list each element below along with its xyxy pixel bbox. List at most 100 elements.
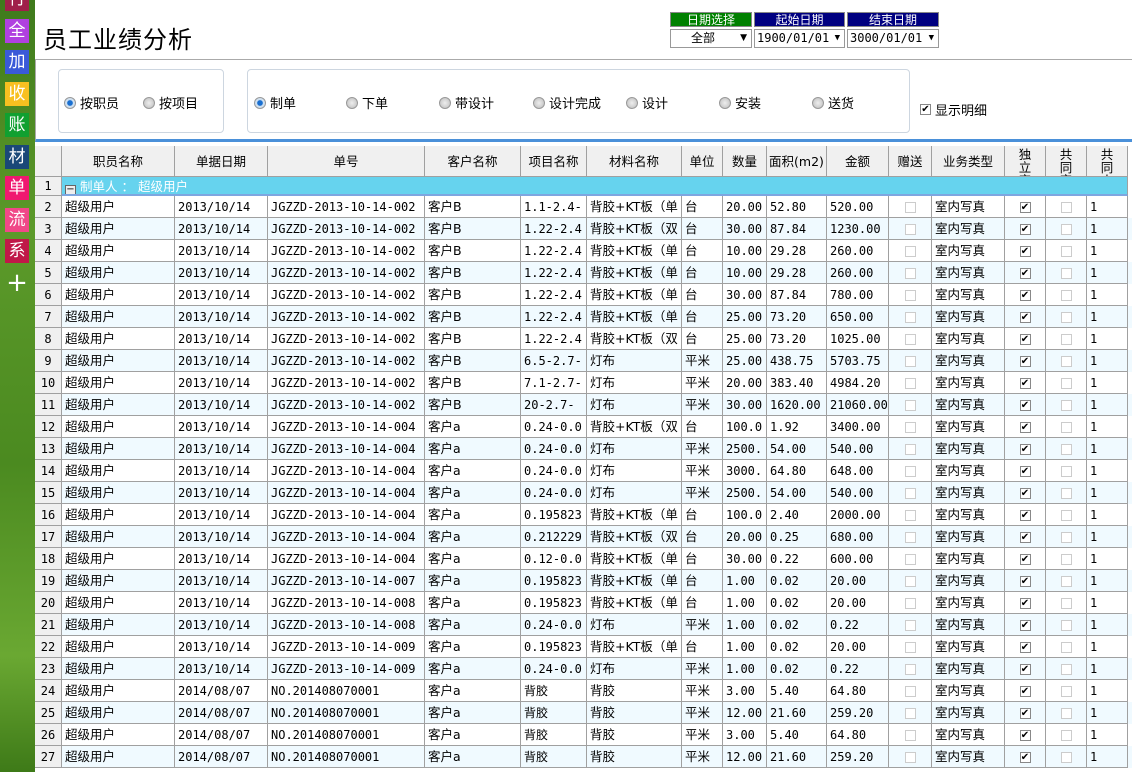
table-row[interactable]: 21 超级用户 2013/10/14 JGZZD-2013-10-14-008 客户a 0… [35,614,1132,636]
checkbox-empty-icon[interactable] [1060,730,1072,741]
radio-filters-group_by-0[interactable]: 按职员 [64,93,119,112]
checkbox-empty-icon[interactable] [1060,246,1072,257]
table-row[interactable]: 5 超级用户 2013/10/14 JGZZD-2013-10-14-002 客户B 1.… [35,262,1132,284]
radio-filters-stages-4[interactable]: 设计 [626,93,668,112]
checkbox-empty-icon[interactable] [1060,576,1072,587]
table-row[interactable]: 14 超级用户 2013/10/14 JGZZD-2013-10-14-004 客户a 0… [35,460,1132,482]
checkbox-empty-icon[interactable] [904,642,916,653]
end-date-picker[interactable]: 3000/01/01 ▼ [847,29,939,48]
checkbox-empty-icon[interactable] [1060,290,1072,301]
checkbox-checked-icon[interactable]: ✔ [1019,510,1031,521]
checkbox-checked-icon[interactable]: ✔ [1019,202,1031,213]
column-header[interactable]: 单据日期 [175,146,268,177]
checkbox-checked-icon[interactable]: ✔ [1019,686,1031,697]
table-row[interactable]: 26 超级用户 2014/08/07 NO.201408070001 客户a 背胶 背胶 平米… [35,724,1132,746]
column-header[interactable]: 材料名称 [587,146,682,177]
checkbox-checked-icon[interactable]: ✔ [1019,444,1031,455]
checkbox-empty-icon[interactable] [904,488,916,499]
column-header[interactable]: 面积(m2) [767,146,827,177]
sidebar-button-7[interactable]: 流 [5,207,29,232]
table-row[interactable]: 19 超级用户 2013/10/14 JGZZD-2013-10-14-007 客户a 0… [35,570,1132,592]
checkbox-empty-icon[interactable] [1060,686,1072,697]
checkbox-checked-icon[interactable]: ✔ [1019,488,1031,499]
checkbox-empty-icon[interactable] [904,620,916,631]
checkbox-checked-icon[interactable]: ✔ [1019,356,1031,367]
radio-filters-stages-3[interactable]: 设计完成 [533,93,601,112]
checkbox-empty-icon[interactable] [1060,510,1072,521]
column-header[interactable]: 客户名称 [425,146,521,177]
collapse-icon[interactable]: − [65,184,76,195]
sidebar-button-2[interactable]: 加 [5,50,29,74]
checkbox-empty-icon[interactable] [904,202,916,213]
column-header[interactable]: 职员名称 [62,146,175,177]
column-header[interactable]: 赠送 [889,146,932,177]
checkbox-checked-icon[interactable]: ✔ [1019,664,1031,675]
table-row[interactable]: 17 超级用户 2013/10/14 JGZZD-2013-10-14-004 客户a 0… [35,526,1132,548]
column-header[interactable]: 数量 [723,146,767,177]
radio-filters-stages-5[interactable]: 安装 [719,93,761,112]
table-row[interactable]: 13 超级用户 2013/10/14 JGZZD-2013-10-14-004 客户a 0… [35,438,1132,460]
checkbox-checked-icon[interactable]: ✔ [1019,400,1031,411]
radio-filters-stages-0[interactable]: 制单 [254,93,296,112]
table-row[interactable]: 12 超级用户 2013/10/14 JGZZD-2013-10-14-004 客户a 0… [35,416,1132,438]
radio-filters-stages-1[interactable]: 下单 [346,93,388,112]
checkbox-empty-icon[interactable] [904,400,916,411]
checkbox-empty-icon[interactable] [1060,752,1072,763]
checkbox-checked-icon[interactable]: ✔ [1019,730,1031,741]
checkbox-empty-icon[interactable] [904,510,916,521]
radio-filters-stages-6[interactable]: 送货 [812,93,854,112]
sidebar-button-1[interactable]: 全 [5,18,29,43]
table-row[interactable]: 18 超级用户 2013/10/14 JGZZD-2013-10-14-004 客户a 0… [35,548,1132,570]
checkbox-empty-icon[interactable] [904,356,916,367]
column-header[interactable]: 共同人数 [1087,146,1128,177]
checkbox-empty-icon[interactable] [904,268,916,279]
checkbox-empty-icon[interactable] [904,708,916,719]
checkbox-checked-icon[interactable]: ✔ [1019,312,1031,323]
table-row[interactable]: 6 超级用户 2013/10/14 JGZZD-2013-10-14-002 客户B 1.… [35,284,1132,306]
table-row[interactable]: 23 超级用户 2013/10/14 JGZZD-2013-10-14-009 客户a 0… [35,658,1132,680]
checkbox-empty-icon[interactable] [1060,708,1072,719]
checkbox-empty-icon[interactable] [904,532,916,543]
checkbox-empty-icon[interactable] [904,752,916,763]
checkbox-empty-icon[interactable] [904,312,916,323]
checkbox-checked-icon[interactable]: ✔ [1019,246,1031,257]
checkbox-checked-icon[interactable]: ✔ [1019,334,1031,345]
sidebar-button-0[interactable]: 行 [5,0,29,11]
checkbox-empty-icon[interactable] [1060,422,1072,433]
checkbox-empty-icon[interactable] [904,554,916,565]
group-row[interactable]: 1− 制单人 ： 超级用户 [35,177,1132,196]
table-row[interactable]: 25 超级用户 2014/08/07 NO.201408070001 客户a 背胶 背胶 平米… [35,702,1132,724]
checkbox-checked-icon[interactable]: ✔ [1019,532,1031,543]
checkbox-empty-icon[interactable] [1060,268,1072,279]
show-detail-checkbox[interactable]: ✔ 显示明细 [920,100,987,119]
column-header[interactable]: 单位 [682,146,723,177]
checkbox-empty-icon[interactable] [1060,598,1072,609]
start-date-picker[interactable]: 1900/01/01 ▼ [754,29,845,48]
table-row[interactable]: 2 超级用户 2013/10/14 JGZZD-2013-10-14-002 客户B 1.… [35,196,1132,218]
radio-filters-group_by-1[interactable]: 按项目 [143,93,198,112]
column-header[interactable]: 项目名称 [521,146,587,177]
checkbox-checked-icon[interactable]: ✔ [1019,554,1031,565]
sidebar-button-3[interactable]: 收 [5,81,29,106]
checkbox-empty-icon[interactable] [904,598,916,609]
checkbox-empty-icon[interactable] [1060,466,1072,477]
group-label-cell[interactable]: − 制单人 ： 超级用户 [62,177,1128,196]
sidebar-button-9[interactable]: + [6,267,28,298]
checkbox-empty-icon[interactable] [904,730,916,741]
checkbox-empty-icon[interactable] [904,334,916,345]
checkbox-checked-icon[interactable]: ✔ [1019,642,1031,653]
sidebar-button-5[interactable]: 材 [5,144,29,169]
checkbox-checked-icon[interactable]: ✔ [1019,422,1031,433]
checkbox-empty-icon[interactable] [1060,378,1072,389]
column-header[interactable]: 共同完成 [1046,146,1087,177]
checkbox-checked-icon[interactable]: ✔ [1019,620,1031,631]
checkbox-checked-icon[interactable]: ✔ [1019,268,1031,279]
table-row[interactable]: 20 超级用户 2013/10/14 JGZZD-2013-10-14-008 客户a 0… [35,592,1132,614]
table-row[interactable]: 22 超级用户 2013/10/14 JGZZD-2013-10-14-009 客户a 0… [35,636,1132,658]
checkbox-checked-icon[interactable]: ✔ [1019,752,1031,763]
checkbox-empty-icon[interactable] [904,576,916,587]
table-row[interactable]: 16 超级用户 2013/10/14 JGZZD-2013-10-14-004 客户a 0… [35,504,1132,526]
checkbox-checked-icon[interactable]: ✔ [1019,378,1031,389]
checkbox-checked-icon[interactable]: ✔ [1019,466,1031,477]
radio-filters-stages-2[interactable]: 带设计 [439,93,494,112]
